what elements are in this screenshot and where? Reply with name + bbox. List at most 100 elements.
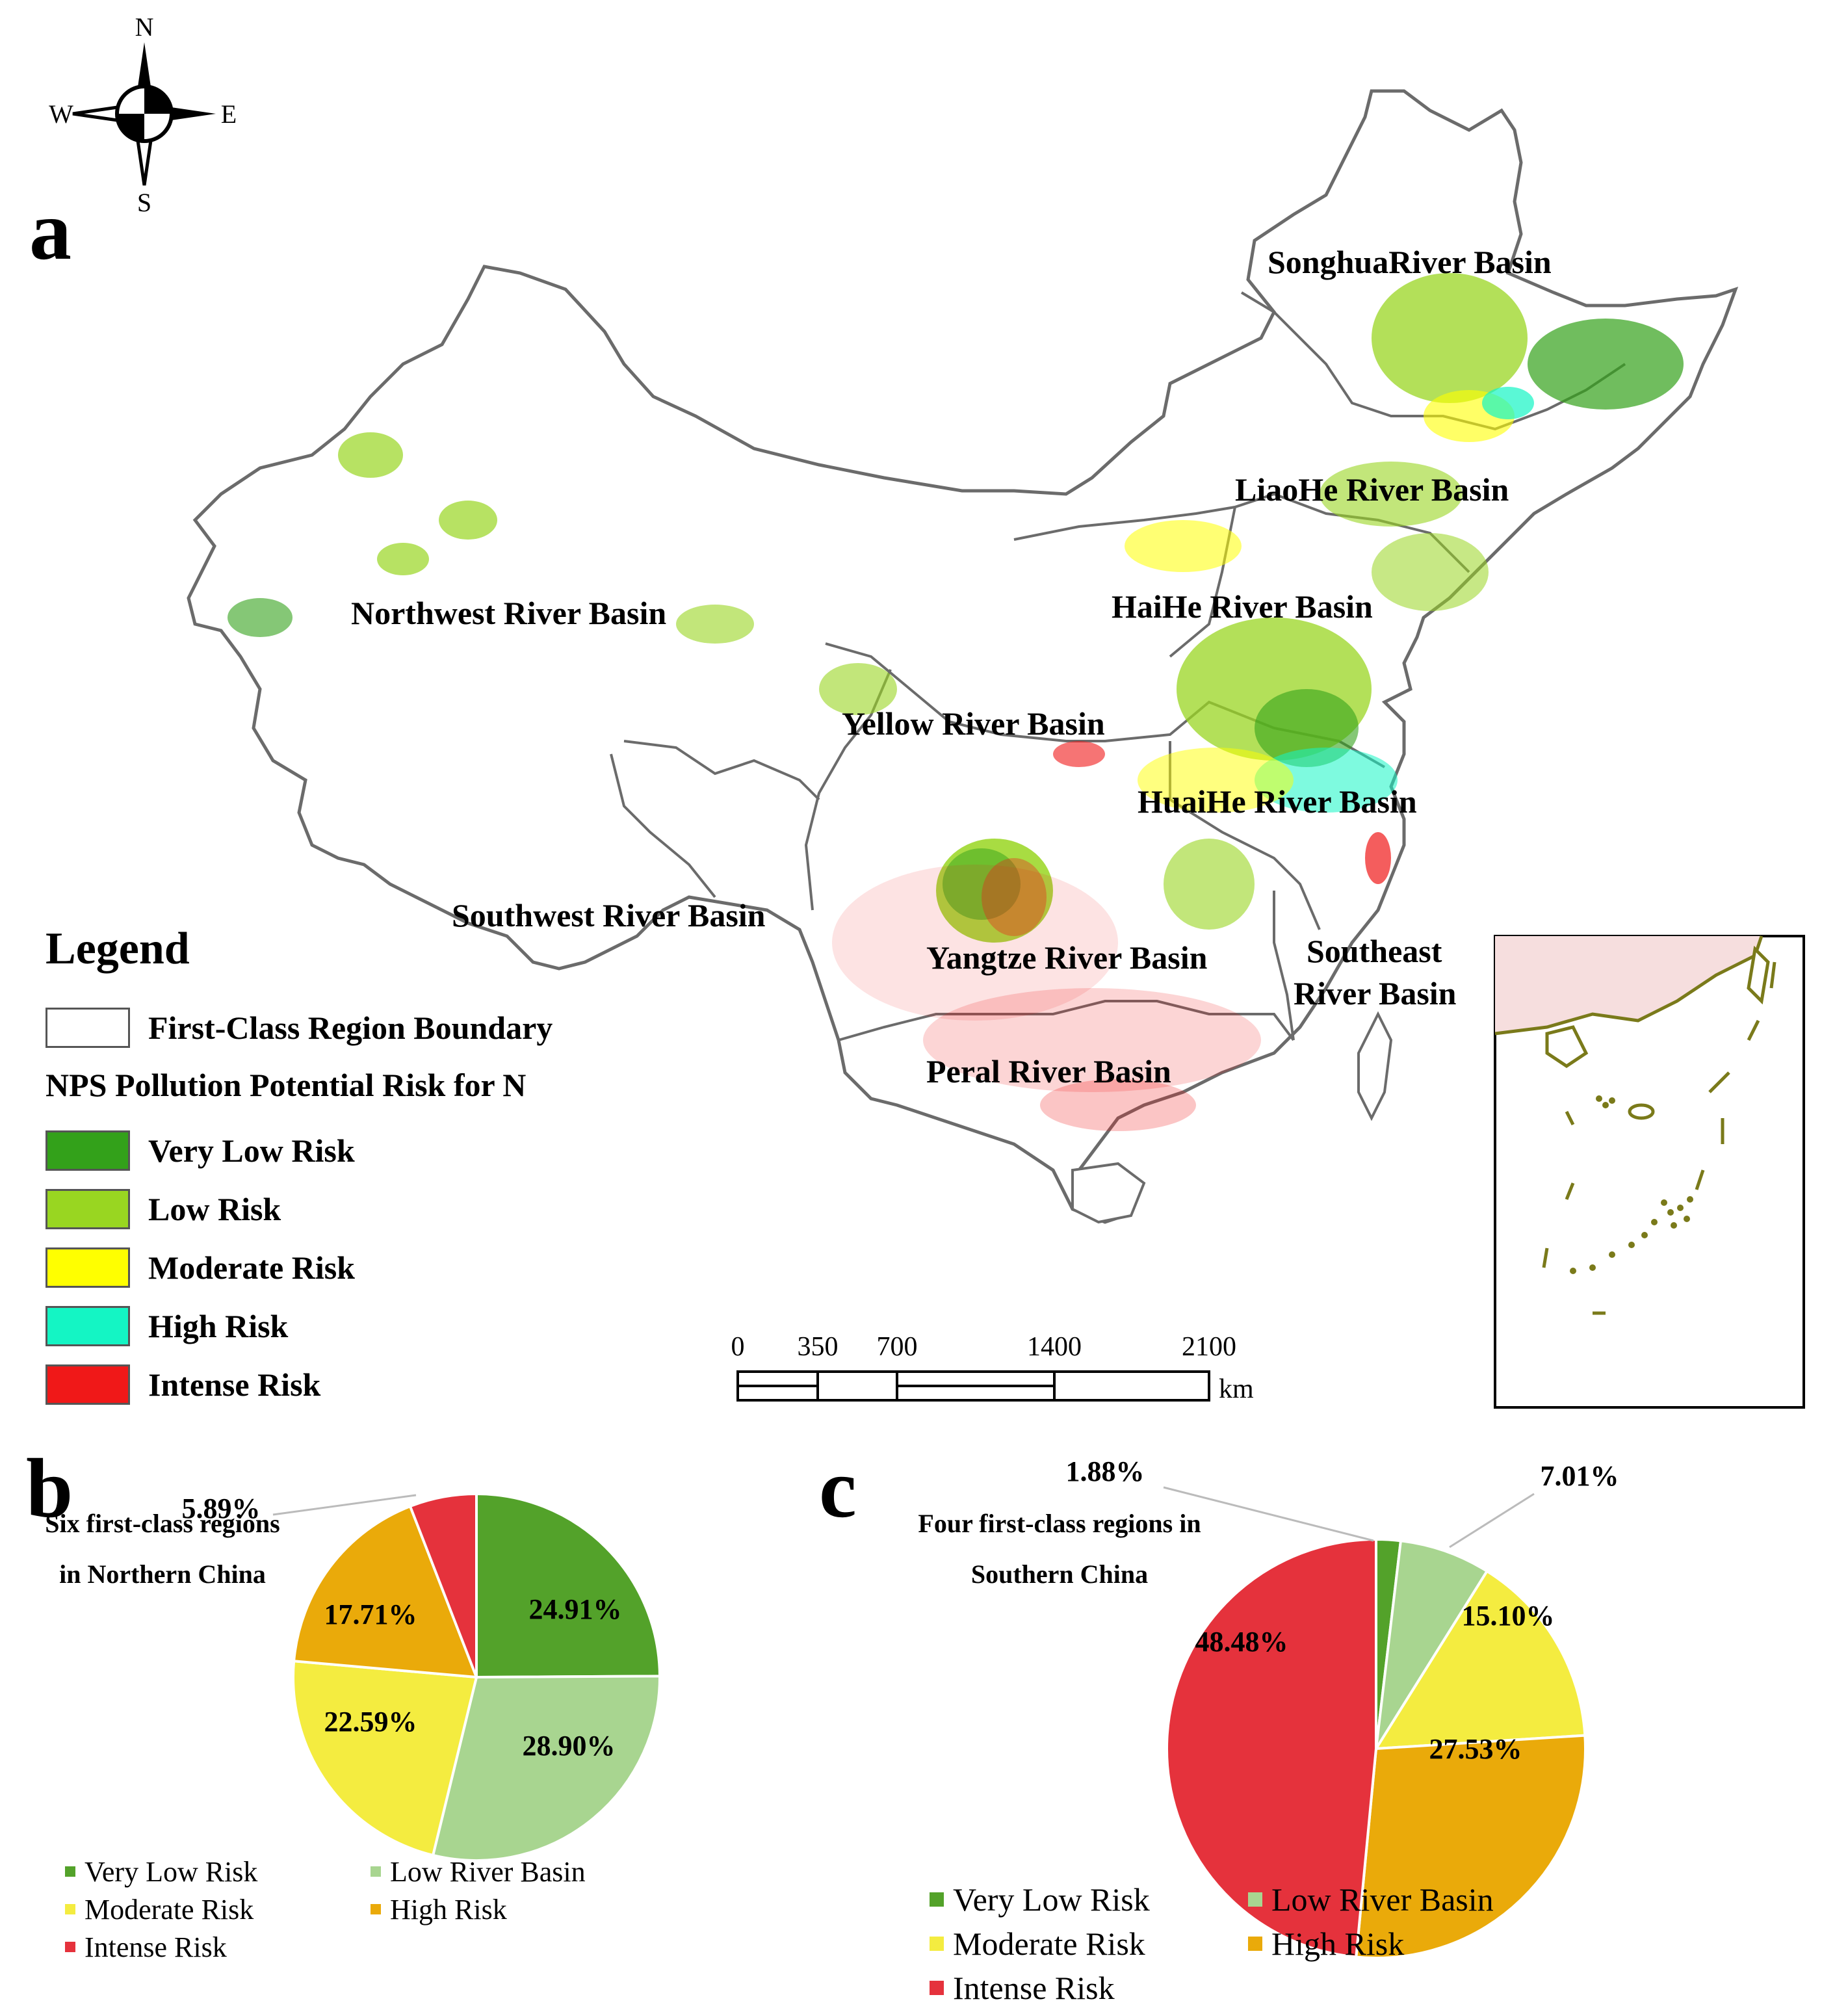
legend-swatch-4	[46, 1364, 130, 1405]
basin-label-haihe: HaiHe River Basin	[1112, 588, 1373, 625]
pie-b-legend-swatch-1	[371, 1866, 381, 1877]
legend-boundary-swatch	[46, 1008, 130, 1048]
pie-c-legend-swatch-4	[930, 1981, 944, 1995]
pie-c-label-1: 7.01%	[1541, 1460, 1619, 1492]
pie-b-label-1: 28.90%	[523, 1730, 616, 1762]
hainan-island	[1071, 1162, 1146, 1224]
pie-c-legend-item-2: Moderate Risk	[930, 1922, 1248, 1966]
legend-title: Legend	[46, 924, 190, 974]
legend-label-0: Very Low Risk	[148, 1132, 355, 1169]
south-china-sea-inset	[1494, 935, 1805, 1409]
pie-b-legend-swatch-3	[371, 1904, 381, 1914]
pie-c-region-title-line1: Four first-class regions in	[918, 1509, 1201, 1538]
legend-item-0: Very Low Risk	[46, 1128, 355, 1173]
pie-b-label-0: 24.91%	[529, 1593, 622, 1625]
legend-label-1: Low Risk	[148, 1191, 281, 1227]
pie-c-slice-1	[1375, 1539, 1489, 1750]
legend-item-2: Moderate Risk	[46, 1245, 355, 1290]
pie-c-slice-2	[1373, 1569, 1587, 1751]
legend-swatch-1	[46, 1189, 130, 1229]
risk-raster	[228, 273, 1684, 1131]
pie-b-legend-item-3: High Risk	[371, 1890, 676, 1928]
basin-label-southeast-2: River Basin	[1294, 975, 1457, 1012]
basin-label-pearl: Peral River Basin	[926, 1053, 1171, 1090]
pie-b-legend-label-3: High Risk	[390, 1893, 507, 1925]
legend-boundary-label: First-Class Region Boundary	[148, 1010, 553, 1046]
pie-c-legend-swatch-2	[930, 1937, 944, 1951]
pie-c-legend-label-2: Moderate Risk	[953, 1925, 1145, 1962]
pie-c-slice-4	[1165, 1537, 1377, 1959]
pie-c-label-3: 27.53%	[1429, 1733, 1522, 1765]
basin-label-huaihe: HuaiHe River Basin	[1138, 783, 1417, 820]
compass-s: S	[137, 188, 151, 217]
pie-b-region-title: Six first-class regions in Northern Chin…	[20, 1498, 306, 1600]
pie-charts: 24.91% 28.90% 22.59% 17.71% 5.89% 1.88% 7.01% 1…	[182, 1455, 1619, 1959]
compass-n: N	[135, 12, 154, 42]
pie-b	[292, 1492, 662, 1862]
pie-c-legend-label-4: Intense Risk	[953, 1970, 1115, 2006]
legend-label-2: Moderate Risk	[148, 1249, 355, 1286]
pie-b-legend-label-2: Moderate Risk	[85, 1893, 254, 1925]
basin-label-songhua: SonghuaRiver Basin	[1268, 244, 1552, 280]
pie-c-legend: Very Low Risk Low River Basin Moderate Ris…	[930, 1877, 1840, 2010]
taiwan-island	[1357, 1011, 1393, 1121]
pie-b-legend-label-4: Intense Risk	[85, 1931, 227, 1963]
basin-label-yellow: Yellow River Basin	[842, 705, 1105, 742]
pie-b-label-4: 5.89%	[182, 1493, 261, 1524]
scale-tick-350: 350	[798, 1332, 839, 1362]
legend-swatch-0	[46, 1130, 130, 1171]
pie-c-legend-item-3: High Risk	[1248, 1922, 1567, 1966]
china-risk-map: N S W E	[49, 12, 1805, 1409]
scale-tick-0: 0	[731, 1332, 745, 1362]
panel-letter-c: c	[819, 1442, 857, 1535]
compass-w: W	[49, 99, 73, 129]
pie-b-legend-swatch-2	[65, 1904, 75, 1914]
pie-c-slice-3	[1355, 1734, 1587, 1959]
pie-b-leader-4	[272, 1494, 417, 1516]
panel-letter-a: a	[29, 184, 72, 278]
pie-b-legend-label-1: Low River Basin	[390, 1855, 586, 1888]
pie-b-slice-2	[292, 1660, 478, 1857]
pie-b-legend: Very Low Risk Low River Basin Moderate Ris…	[65, 1853, 910, 1966]
pie-c-legend-swatch-1	[1248, 1892, 1262, 1907]
compass-e: E	[221, 99, 237, 129]
legend-item-4: Intense Risk	[46, 1362, 320, 1407]
legend-boundary-row: First-Class Region Boundary	[46, 1005, 553, 1051]
pie-b-legend-item-0: Very Low Risk	[65, 1853, 371, 1890]
pie-b-label-3: 17.71%	[324, 1599, 417, 1630]
pie-c-label-0: 1.88%	[1066, 1455, 1145, 1487]
pie-c-region-title: Four first-class regions in Southern Chi…	[891, 1498, 1229, 1600]
pie-b-legend-item-1: Low River Basin	[371, 1853, 676, 1890]
pie-c-legend-swatch-0	[930, 1892, 944, 1907]
pie-b-legend-label-0: Very Low Risk	[85, 1855, 258, 1888]
pie-c	[1165, 1537, 1587, 1959]
scale-tick-700: 700	[877, 1332, 918, 1362]
north-arrow-icon: N S W E	[49, 12, 237, 217]
pie-b-legend-item-2: Moderate Risk	[65, 1890, 371, 1928]
pie-c-legend-label-3: High Risk	[1271, 1925, 1405, 1962]
pie-c-legend-item-0: Very Low Risk	[930, 1877, 1248, 1922]
pie-c-leader-0	[1163, 1486, 1374, 1542]
pie-c-legend-item-4: Intense Risk	[930, 1966, 1248, 2010]
basin-label-southwest: Southwest River Basin	[452, 897, 766, 933]
pie-c-legend-label-0: Very Low Risk	[953, 1881, 1150, 1918]
pie-b-slice-0	[475, 1492, 662, 1679]
basin-label-northwest: Northwest River Basin	[351, 595, 666, 631]
pie-b-slice-3	[292, 1504, 479, 1679]
basin-label-liaohe: LiaoHe River Basin	[1235, 471, 1509, 508]
legend-label-4: Intense Risk	[148, 1366, 321, 1403]
legend-subtitle: NPS Pollution Potential Risk for N	[46, 1067, 527, 1103]
pie-c-leader-1	[1449, 1493, 1535, 1548]
pie-b-slice-4	[408, 1492, 478, 1678]
pie-c-legend-swatch-3	[1248, 1937, 1262, 1951]
legend-item-1: Low Risk	[46, 1186, 281, 1232]
scale-tick-2100: 2100	[1182, 1332, 1236, 1362]
pie-b-region-title-line1: Six first-class regions	[45, 1509, 280, 1538]
scale-unit: km	[1219, 1374, 1254, 1404]
pie-b-slice-1	[431, 1675, 662, 1862]
basin-label-yangtze: Yangtze River Basin	[926, 939, 1208, 976]
pie-c-label-4: 48.48%	[1195, 1626, 1288, 1658]
basin-label-southeast-1: Southeast	[1307, 933, 1442, 969]
pie-b-legend-item-4: Intense Risk	[65, 1928, 371, 1966]
pie-b-legend-swatch-4	[65, 1942, 75, 1952]
